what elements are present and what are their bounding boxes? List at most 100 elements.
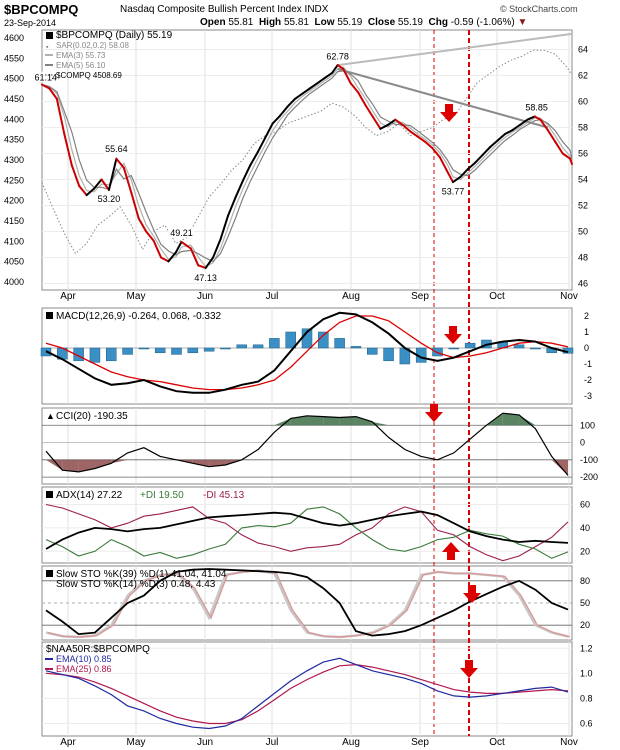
adx-tick: 20 xyxy=(580,546,590,556)
macd-histogram-bar xyxy=(138,347,150,350)
price-segment xyxy=(137,217,148,233)
annotation-label: 53.77 xyxy=(442,186,465,196)
macd-histogram-bar xyxy=(448,347,460,350)
panel-frame-ratio xyxy=(41,641,573,737)
price-segment xyxy=(293,92,304,100)
price-segment xyxy=(357,91,367,107)
price-segment xyxy=(331,64,339,74)
cci-fill xyxy=(372,421,389,426)
annotation-bg xyxy=(324,50,351,62)
legend-swatch: ▪ xyxy=(46,44,49,51)
cci-fill xyxy=(62,459,79,472)
legend-entry: EMA(3) 55.73 xyxy=(56,51,106,60)
price-segment xyxy=(308,82,319,90)
price-segment xyxy=(48,87,58,100)
cci-fill xyxy=(339,416,356,426)
price-segment xyxy=(145,230,155,242)
right-tick-label: 46 xyxy=(578,279,588,289)
price-segment xyxy=(93,178,103,190)
brand-watermark: © StockCharts.com xyxy=(500,4,578,14)
month-label-top: Nov xyxy=(560,291,578,302)
left-tick-label: 4500 xyxy=(4,74,24,84)
open-label: Open xyxy=(200,17,226,28)
price-segment xyxy=(336,64,345,70)
legend-entry: SAR(0.02,0.2) 58.08 xyxy=(56,41,129,50)
right-tick-label: 50 xyxy=(578,227,588,237)
month-label-top: Jul xyxy=(266,291,279,302)
chg-value: -0.59 (-1.06%) xyxy=(450,17,515,28)
price-segment xyxy=(100,178,110,191)
month-label-bottom: May xyxy=(127,737,146,748)
ema5-series xyxy=(41,70,573,263)
price-segment xyxy=(241,164,252,182)
price-segment xyxy=(394,118,404,126)
price-segment xyxy=(234,179,244,199)
sto-fast-line xyxy=(47,569,571,638)
legend-swatch xyxy=(46,32,53,39)
macd-histogram-bar xyxy=(171,347,182,355)
right-tick-label: 64 xyxy=(578,45,588,55)
ema3-series xyxy=(41,66,573,268)
macd-histogram-bar xyxy=(513,344,525,349)
price-segment xyxy=(372,116,382,130)
annotation-bg xyxy=(192,271,219,283)
right-tick-label: 52 xyxy=(578,201,588,211)
macd-histogram-bar xyxy=(73,347,84,362)
annotation-bg xyxy=(523,101,550,113)
price-segment xyxy=(451,175,462,184)
price-segment xyxy=(70,164,81,187)
price-segment xyxy=(279,105,289,117)
annotation-bg xyxy=(168,226,195,238)
month-label-top: Jun xyxy=(197,291,213,302)
macd-histogram-bar xyxy=(203,347,215,352)
price-segment xyxy=(301,87,311,95)
left-tick-label: 4350 xyxy=(4,135,24,145)
legend-entry: EMA(5) 56.10 xyxy=(56,61,106,70)
left-tick-label: 4000 xyxy=(4,277,24,287)
ratio-legend-title: $NAA50R:$BPCOMPQ xyxy=(46,644,150,655)
down-arrow-icon: ▼ xyxy=(517,17,528,28)
down-arrow-marker xyxy=(440,104,458,122)
price-segment xyxy=(286,97,296,108)
panel-frame-macd xyxy=(41,307,573,405)
panel-frame-cci xyxy=(41,407,573,485)
annotation-label: 55.64 xyxy=(105,144,128,154)
price-segment xyxy=(561,152,572,160)
left-tick-label: 4300 xyxy=(4,155,24,165)
chart-header: $BPCOMPQ Nasdaq Composite Bullish Percen… xyxy=(0,0,620,30)
macd-histogram-bar xyxy=(89,347,101,363)
price-segment xyxy=(511,123,521,132)
ratio-tick: 1.2 xyxy=(580,643,593,653)
symbol-description: Nasdaq Composite Bullish Percent Index I… xyxy=(120,4,329,15)
symbol-title: $BPCOMPQ xyxy=(4,2,79,17)
sto-tick: 80 xyxy=(580,576,590,586)
macd-legend-swatch xyxy=(46,312,53,319)
macd-histogram-bar xyxy=(187,347,199,354)
price-segment xyxy=(167,251,177,263)
adx-legend-adx: ADX(14) 27.22 xyxy=(56,490,123,501)
annotation-bg xyxy=(103,143,130,155)
price-segment xyxy=(409,130,419,138)
macd-histogram-bar xyxy=(367,347,378,355)
month-label-top: Sep xyxy=(411,291,429,302)
price-segment xyxy=(180,240,192,250)
ratio-ema10-line xyxy=(45,657,569,730)
macd-tick: -2 xyxy=(584,375,592,385)
sto-legend-1: Slow STO %K(39) %D(1) 41.04, 41.04 xyxy=(56,569,227,580)
price-segment xyxy=(85,187,96,197)
cci-fill xyxy=(274,418,291,426)
price-segment xyxy=(264,122,274,139)
macd-histogram-bar xyxy=(252,344,264,349)
month-label-top: May xyxy=(127,291,146,302)
panel-frame-adx xyxy=(41,486,573,564)
price-segment xyxy=(496,133,507,142)
macd-tick: -1 xyxy=(584,359,592,369)
annotation-label: 53.20 xyxy=(98,194,121,204)
compq-series xyxy=(41,49,573,255)
close-label: Close xyxy=(367,17,396,28)
price-segment xyxy=(546,129,557,143)
month-label-bottom: Jun xyxy=(197,737,213,748)
cci-legend: CCI(20) -190.35 xyxy=(56,411,128,422)
open-value: 55.81 xyxy=(228,17,254,28)
macd-line xyxy=(45,311,569,394)
